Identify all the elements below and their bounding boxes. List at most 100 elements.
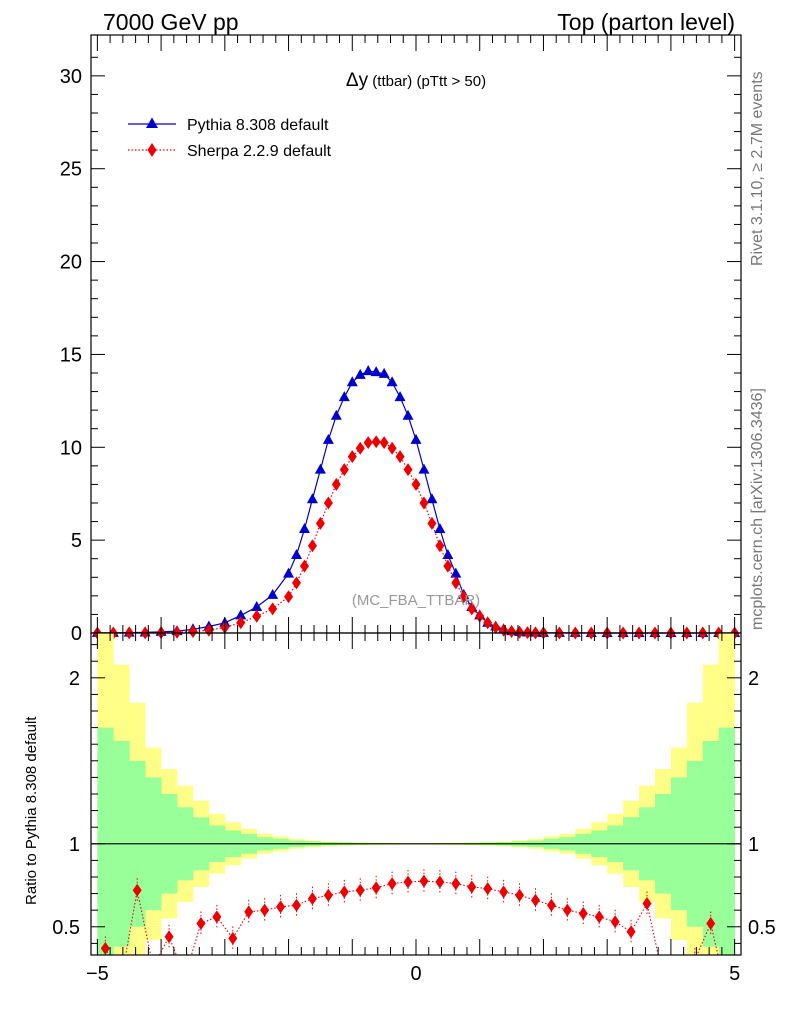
ratio-point-28 xyxy=(546,898,556,912)
ratio-point-19 xyxy=(403,875,413,889)
data-point-1-10 xyxy=(252,609,262,623)
xtick-label-0: −5 xyxy=(86,963,109,985)
data-point-0-26 xyxy=(394,391,406,402)
main-panel: 0 5 10 15 20 25 30 Δy (ttbar) (pTtt > 50) (MC_… xyxy=(60,34,742,645)
main-title: Δy (ttbar) (pTtt > 50) xyxy=(346,70,486,91)
data-point-1-26 xyxy=(395,450,405,464)
ratio-point-11 xyxy=(276,900,286,914)
ratio-ylabel: Ratio to Pythia 8.308 default xyxy=(23,716,40,905)
data-point-0-22 xyxy=(362,365,374,376)
data-point-0-11 xyxy=(267,588,279,599)
data-point-0-19 xyxy=(338,391,350,402)
ratio-point-4 xyxy=(164,930,174,944)
ratio-point-24 xyxy=(483,882,493,896)
data-point-0-12 xyxy=(283,567,295,578)
data-point-0-32 xyxy=(442,549,454,559)
data-point-0-24 xyxy=(378,367,390,378)
ratio-point-36 xyxy=(674,987,683,1000)
legend-marker-pythia xyxy=(146,117,158,128)
data-point-0-23 xyxy=(370,366,382,377)
main-ytick-label-0: 0 xyxy=(71,623,82,645)
data-point-1-32 xyxy=(443,559,453,573)
header-right-label: Top (parton level) xyxy=(557,9,735,35)
data-point-0-9 xyxy=(235,609,247,620)
ratio-point-16 xyxy=(355,883,365,897)
ratio-point-15 xyxy=(339,885,349,899)
ratio-point-21 xyxy=(435,875,445,889)
data-point-1-38 xyxy=(491,620,501,634)
ratio-ytick-label-left-0: 0.5 xyxy=(52,917,80,939)
data-point-0-21 xyxy=(354,368,366,379)
data-point-1-37 xyxy=(483,616,493,630)
main-ytick-label-1: 5 xyxy=(71,530,82,552)
ratio-ytick-label-right-0: 0.5 xyxy=(748,917,776,939)
ratio-point-8 xyxy=(228,931,238,945)
ratio-point-10 xyxy=(260,903,270,917)
ratio-point-35 xyxy=(658,970,667,983)
ratio-point-23 xyxy=(467,880,477,894)
data-point-0-33 xyxy=(450,567,462,578)
ratio-point-18 xyxy=(387,877,397,891)
data-point-1-29 xyxy=(419,496,429,510)
main-ytick-label-3: 15 xyxy=(60,344,82,366)
data-point-0-15 xyxy=(306,493,318,504)
legend-label-pythia: Pythia 8.308 default xyxy=(187,117,329,134)
legend-label-sherpa: Sherpa 2.2.9 default xyxy=(187,143,332,160)
band-inner-39 xyxy=(718,727,736,955)
ratio-point-26 xyxy=(515,888,525,902)
data-point-1-28 xyxy=(411,477,421,491)
ratio-point-14 xyxy=(323,888,333,902)
data-point-0-13 xyxy=(291,549,303,559)
data-point-1-9 xyxy=(236,616,246,630)
data-point-1-18 xyxy=(331,477,341,491)
ratio-point-20 xyxy=(419,874,429,888)
data-point-0-30 xyxy=(426,493,438,504)
ratio-point-3 xyxy=(149,960,158,973)
rivet-label: Rivet 3.1.10, ≥ 2.7M events xyxy=(749,71,766,266)
data-point-0-31 xyxy=(434,523,446,533)
ratio-point-22 xyxy=(451,877,461,891)
data-point-0-27 xyxy=(402,409,414,420)
data-point-1-6 xyxy=(188,625,198,639)
ratio-point-33 xyxy=(626,925,636,939)
main-ytick-label-4: 20 xyxy=(60,252,82,274)
ratio-point-31 xyxy=(594,910,604,924)
main-ytick-label-6: 30 xyxy=(60,66,82,88)
data-point-1-11 xyxy=(268,602,278,616)
data-point-1-41 xyxy=(515,625,525,639)
ratio-point-2 xyxy=(132,883,142,897)
data-point-1-16 xyxy=(315,516,325,530)
header-left-label: 7000 GeV pp xyxy=(103,9,239,35)
main-title-symbol: Δy xyxy=(346,70,369,91)
ratio-point-12 xyxy=(292,898,302,912)
data-point-0-10 xyxy=(251,601,263,611)
band-inner-0 xyxy=(97,727,114,955)
data-point-1-30 xyxy=(427,516,437,530)
ratio-ytick-label-right-1: 1 xyxy=(748,834,759,856)
data-point-1-34 xyxy=(459,590,469,604)
ratio-point-34 xyxy=(642,897,652,911)
ratio-point-1 xyxy=(117,973,126,986)
ratio-axis-ticks: 0.5 0.5 1 1 2 2 −5 0 5 xyxy=(52,633,776,985)
data-point-1-17 xyxy=(323,496,333,510)
ratio-point-29 xyxy=(562,903,572,917)
data-point-1-12 xyxy=(284,590,294,604)
data-point-0-18 xyxy=(330,409,342,420)
ratio-point-13 xyxy=(307,892,317,906)
main-axis-ticks: 0 5 10 15 20 25 30 xyxy=(60,35,741,645)
ratio-point-30 xyxy=(578,907,588,921)
data-point-1-27 xyxy=(403,463,413,477)
legend: Pythia 8.308 default Sherpa 2.2.9 defaul… xyxy=(128,117,332,160)
data-point-1-14 xyxy=(299,559,309,573)
data-point-1-23 xyxy=(371,435,381,449)
data-point-0-14 xyxy=(298,523,310,533)
ratio-point-38 xyxy=(706,916,716,930)
ratio-point-5 xyxy=(180,970,189,983)
ratio-point-39 xyxy=(722,987,731,1000)
main-ytick-label-2: 10 xyxy=(60,437,82,459)
ratio-point-6 xyxy=(196,916,206,930)
data-point-0-16 xyxy=(314,463,326,474)
legend-marker-sherpa xyxy=(147,143,157,157)
xtick-label-2: 5 xyxy=(729,963,740,985)
analysis-label: (MC_FBA_TTBAR) xyxy=(352,592,480,609)
